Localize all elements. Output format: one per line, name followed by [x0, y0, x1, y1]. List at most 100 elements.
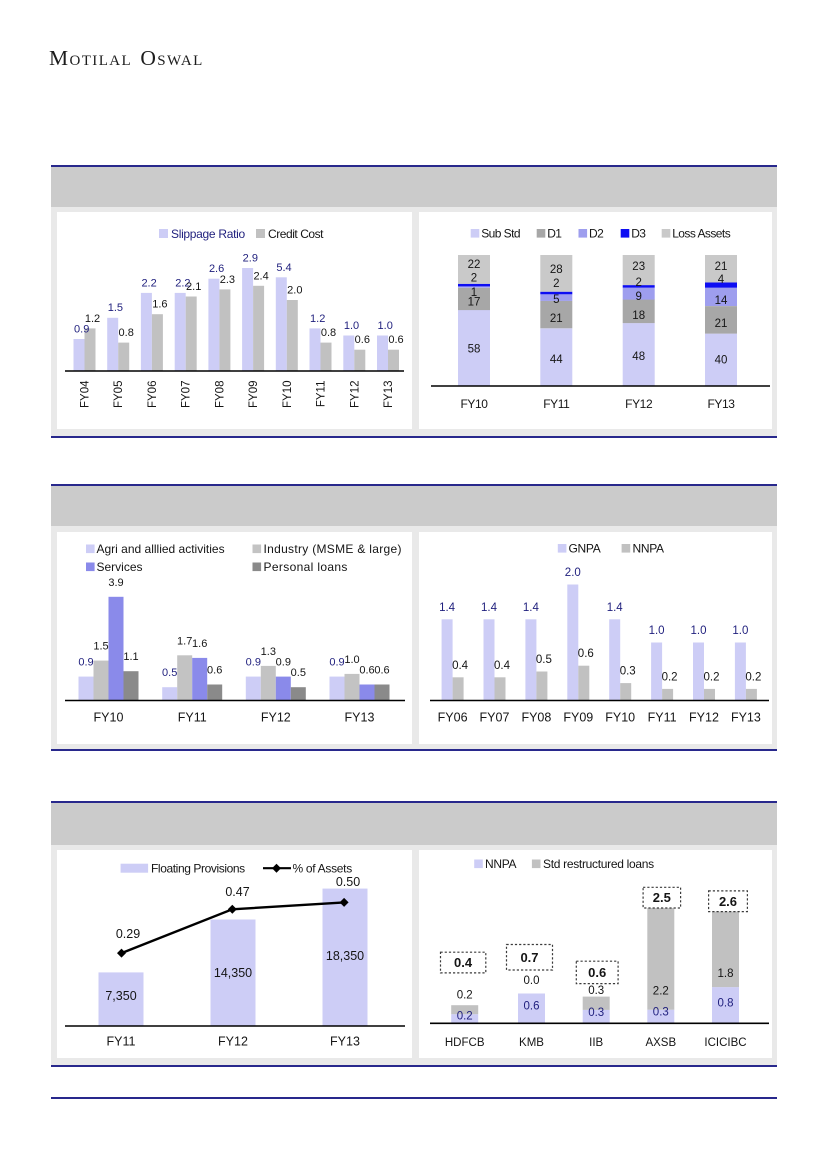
svg-text:2.2: 2.2: [141, 277, 156, 289]
svg-text:Agri and alllied activities: Agri and alllied activities: [97, 542, 225, 556]
svg-text:FY10: FY10: [94, 710, 124, 724]
svg-text:1.8: 1.8: [718, 968, 734, 980]
svg-text:0.2: 0.2: [457, 990, 473, 1002]
svg-text:FY11: FY11: [316, 381, 328, 408]
svg-text:1.0: 1.0: [378, 320, 393, 332]
svg-text:0.0: 0.0: [524, 975, 540, 987]
svg-text:AXSB: AXSB: [645, 1037, 676, 1049]
svg-text:FY08: FY08: [214, 381, 226, 409]
svg-text:2: 2: [471, 273, 477, 285]
svg-text:1.0: 1.0: [649, 625, 665, 637]
svg-text:23: 23: [632, 261, 645, 273]
svg-text:18: 18: [632, 310, 645, 322]
svg-text:0.3: 0.3: [620, 665, 636, 677]
svg-text:1: 1: [471, 287, 477, 299]
svg-text:Std restructured loans: Std restructured loans: [543, 857, 654, 871]
svg-text:2: 2: [553, 278, 559, 290]
svg-text:0.2: 0.2: [704, 671, 720, 683]
svg-text:9: 9: [635, 291, 641, 303]
svg-text:18,350: 18,350: [326, 949, 364, 963]
svg-text:FY11: FY11: [178, 710, 207, 724]
svg-text:7,350: 7,350: [105, 989, 136, 1003]
svg-text:0.5: 0.5: [291, 667, 306, 679]
svg-text:2.5: 2.5: [653, 890, 671, 905]
svg-text:FY13: FY13: [707, 397, 735, 411]
svg-text:FY10: FY10: [282, 381, 294, 409]
svg-text:0.6: 0.6: [578, 648, 594, 660]
svg-text:5: 5: [553, 294, 559, 306]
svg-text:0.29: 0.29: [116, 927, 140, 941]
svg-text:58: 58: [468, 344, 481, 356]
svg-text:1.2: 1.2: [310, 313, 325, 325]
svg-text:28: 28: [550, 264, 563, 276]
svg-text:22: 22: [468, 259, 481, 271]
svg-text:0.8: 0.8: [718, 998, 734, 1010]
svg-text:1.3: 1.3: [261, 645, 276, 657]
svg-text:2.0: 2.0: [287, 285, 302, 297]
svg-text:FY09: FY09: [248, 381, 260, 409]
svg-text:FY06: FY06: [147, 381, 159, 409]
svg-text:1.0: 1.0: [344, 653, 359, 665]
svg-text:48: 48: [632, 351, 645, 363]
svg-text:0.6: 0.6: [355, 334, 370, 346]
svg-text:0.6: 0.6: [374, 664, 389, 676]
svg-text:0.50: 0.50: [336, 875, 360, 889]
svg-text:2.2: 2.2: [175, 277, 190, 289]
svg-text:17: 17: [468, 297, 481, 309]
svg-text:2.4: 2.4: [253, 270, 268, 282]
svg-text:FY05: FY05: [113, 381, 125, 409]
svg-text:14: 14: [715, 295, 728, 307]
svg-text:GNPA: GNPA: [569, 541, 601, 555]
svg-text:2.6: 2.6: [719, 894, 737, 909]
svg-text:2.2: 2.2: [653, 986, 669, 998]
svg-text:0.2: 0.2: [457, 1011, 473, 1023]
svg-text:0.5: 0.5: [536, 654, 552, 666]
svg-text:0.6: 0.6: [388, 334, 403, 346]
svg-text:Sub Std: Sub Std: [481, 227, 520, 241]
svg-text:FY10: FY10: [460, 397, 488, 411]
svg-text:1.4: 1.4: [439, 601, 456, 613]
svg-text:FY13: FY13: [330, 1035, 360, 1049]
svg-text:D2: D2: [589, 227, 604, 241]
svg-text:5.4: 5.4: [276, 262, 291, 274]
svg-text:1.5: 1.5: [93, 640, 108, 652]
svg-text:% of Assets: % of Assets: [293, 862, 353, 876]
svg-text:0.9: 0.9: [246, 656, 261, 668]
svg-text:2.6: 2.6: [209, 263, 224, 275]
svg-text:HDFCB: HDFCB: [445, 1037, 485, 1049]
svg-text:NNPA: NNPA: [633, 541, 665, 555]
svg-text:FY10: FY10: [605, 710, 635, 724]
svg-text:0.7: 0.7: [520, 950, 538, 965]
svg-text:FY08: FY08: [521, 710, 551, 724]
svg-text:2.9: 2.9: [243, 253, 258, 265]
svg-text:0.6: 0.6: [207, 664, 222, 676]
svg-text:1.5: 1.5: [108, 302, 123, 314]
svg-text:0.2: 0.2: [745, 671, 761, 683]
svg-text:0.4: 0.4: [494, 659, 511, 671]
svg-text:0.9: 0.9: [74, 324, 89, 336]
svg-text:0.5: 0.5: [162, 667, 177, 679]
svg-text:3.9: 3.9: [108, 576, 123, 588]
svg-text:0.6: 0.6: [588, 965, 606, 980]
svg-text:KMB: KMB: [519, 1037, 544, 1049]
svg-text:21: 21: [550, 313, 563, 325]
svg-text:1.4: 1.4: [481, 601, 498, 613]
svg-text:Slippage Ratio: Slippage Ratio: [171, 227, 245, 241]
svg-text:Industry (MSME & large): Industry (MSME & large): [264, 542, 402, 556]
svg-text:FY06: FY06: [438, 710, 468, 724]
svg-text:FY13: FY13: [345, 710, 375, 724]
svg-text:ICICIBC: ICICIBC: [704, 1037, 746, 1049]
svg-text:0.6: 0.6: [524, 1001, 540, 1013]
svg-text:1.6: 1.6: [192, 637, 207, 649]
svg-text:0.4: 0.4: [454, 955, 473, 970]
svg-text:44: 44: [550, 354, 563, 366]
svg-text:0.3: 0.3: [588, 985, 604, 997]
svg-text:FY04: FY04: [80, 380, 92, 408]
svg-text:21: 21: [715, 318, 728, 330]
svg-text:FY12: FY12: [689, 710, 719, 724]
svg-text:1.2: 1.2: [85, 313, 100, 325]
svg-text:Credit Cost: Credit Cost: [268, 227, 324, 241]
svg-text:0.8: 0.8: [119, 327, 134, 339]
svg-text:D3: D3: [631, 227, 646, 241]
svg-text:4: 4: [718, 274, 725, 286]
